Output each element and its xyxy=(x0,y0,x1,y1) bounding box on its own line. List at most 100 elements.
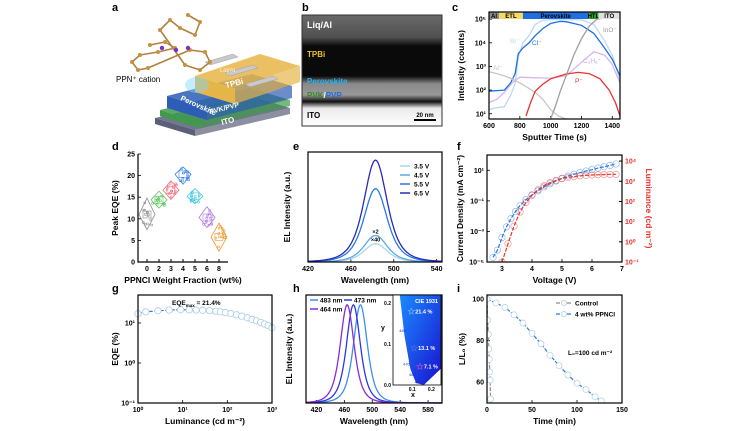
marker xyxy=(185,306,193,314)
x-axis-label: Luminance (cd m⁻²) xyxy=(165,416,245,426)
marker xyxy=(154,307,162,315)
region-Perovskite xyxy=(522,12,589,19)
bond xyxy=(194,21,201,36)
marker xyxy=(507,215,515,223)
plot-frame xyxy=(486,154,623,263)
marker xyxy=(576,172,584,180)
violin xyxy=(198,206,216,229)
panel-label-a: a xyxy=(112,2,119,14)
legend-label: 483 nm xyxy=(320,298,343,305)
data-point xyxy=(193,195,197,198)
tspan: max xyxy=(186,303,196,308)
data-point xyxy=(205,215,209,219)
marker xyxy=(493,246,501,254)
data-point xyxy=(210,215,214,218)
x-tick-label: 4 xyxy=(530,266,534,273)
data-point xyxy=(179,179,182,182)
y-axis-label: EQE (%) xyxy=(110,332,120,366)
x-tick-label: 1000 xyxy=(543,123,559,130)
data-point xyxy=(187,176,190,179)
bond xyxy=(187,14,201,23)
series-4.5 V xyxy=(308,234,442,263)
y-tick-label: 10 xyxy=(127,216,135,223)
layer-side-TPBi xyxy=(195,76,235,104)
x-axis-label: Time (min) xyxy=(533,416,576,426)
efficiency-label: 21.4 % xyxy=(415,309,432,315)
legend-label: 4.5 V xyxy=(414,173,430,180)
marker xyxy=(555,362,563,370)
marker xyxy=(537,340,545,348)
atom xyxy=(186,13,190,17)
electrode-strip xyxy=(244,75,279,88)
panel-label-i: i xyxy=(457,283,460,295)
eqe-max-annotation: EQEmax = 21.4% xyxy=(172,300,221,308)
chart-c: 600 800 1000 1200 1400 10¹ 10² 10³ 10⁴ 10⁵ Sputter… xyxy=(456,11,621,142)
x-tick-label: 420 xyxy=(302,266,314,273)
data-point xyxy=(167,185,170,188)
data-point xyxy=(223,236,226,239)
atom xyxy=(203,50,207,54)
x-tick-label: 150 xyxy=(616,407,628,414)
inset-y-tick-label: 0.2 xyxy=(384,301,391,307)
data-point xyxy=(217,245,220,249)
marker xyxy=(573,379,581,387)
y-tick-label: 60 xyxy=(476,380,484,387)
plot-frame xyxy=(486,294,623,404)
region-label: HTL xyxy=(588,14,600,20)
x-tick-label: 4 xyxy=(181,266,185,273)
y2-tick-label: 10¹ xyxy=(625,219,636,226)
marker xyxy=(492,299,500,307)
bond xyxy=(159,29,186,66)
marker xyxy=(502,223,510,231)
atom xyxy=(193,33,197,37)
series-label: InO⁻ xyxy=(603,27,617,34)
data-point xyxy=(155,203,159,206)
region-ITO xyxy=(598,12,620,19)
y-tick-label: 10³ xyxy=(476,64,487,71)
panel-label-c: c xyxy=(452,2,458,14)
plot-frame xyxy=(305,294,443,404)
atom xyxy=(183,63,187,67)
legend-label: Control xyxy=(575,301,598,308)
bond xyxy=(199,61,211,71)
multiplier-label: ×40 xyxy=(371,238,380,244)
panel-label-e: e xyxy=(293,141,299,153)
data-point xyxy=(217,232,220,235)
violin xyxy=(150,190,168,209)
marker xyxy=(205,307,214,315)
atom xyxy=(138,53,142,57)
y-tick-label: 5 xyxy=(131,238,135,245)
marker xyxy=(528,191,536,199)
x-tick-label: 460 xyxy=(345,266,357,273)
marker xyxy=(594,171,602,179)
y-tick-label: 10⁻⁵ xyxy=(469,260,484,267)
data-point xyxy=(206,213,210,216)
data-point xyxy=(208,209,211,212)
data-point xyxy=(222,232,225,235)
marker xyxy=(588,171,596,179)
x-tick-label: 5 xyxy=(193,266,197,273)
data-point xyxy=(168,182,172,185)
series-Luminance xyxy=(501,173,616,262)
data-point xyxy=(146,211,149,215)
marker xyxy=(612,170,620,178)
y-axis-label: Current Density (mA cm⁻²) xyxy=(455,155,465,262)
data-point xyxy=(150,223,153,227)
data-point xyxy=(144,213,147,216)
x-tick-label: 8 xyxy=(217,266,221,273)
data-point xyxy=(217,227,221,230)
data-point xyxy=(187,178,190,182)
data-point xyxy=(180,167,183,170)
legend-label: 5.5 V xyxy=(414,182,430,189)
l0-annotation: L₀=100 cd m⁻² xyxy=(568,350,613,357)
x-tick-label: 10¹ xyxy=(178,407,189,414)
data-point xyxy=(169,191,172,194)
x-tick-label: 10³ xyxy=(267,407,278,414)
data-point xyxy=(192,198,196,201)
data-point xyxy=(204,221,208,224)
data-point xyxy=(149,218,152,221)
layer-side-Perovskite xyxy=(167,96,207,120)
atom xyxy=(198,68,202,72)
data-point xyxy=(211,218,214,222)
bond xyxy=(139,51,159,56)
